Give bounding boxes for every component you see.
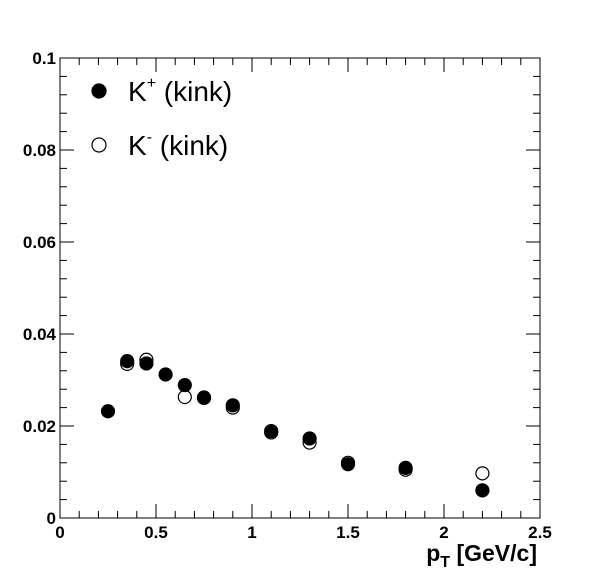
data-point-k-plus xyxy=(196,390,212,406)
legend: K+ (kink) K- (kink) xyxy=(91,75,232,161)
y-tick-label: 0.02 xyxy=(23,417,56,436)
x-tick-label: 2.5 xyxy=(528,523,552,542)
x-tick-label: 2 xyxy=(439,523,448,542)
data-points xyxy=(100,352,490,498)
y-tick-label: 0.1 xyxy=(32,49,56,68)
data-point-k-minus xyxy=(177,389,192,405)
x-tick-label: 0 xyxy=(55,523,64,542)
data-point-k-plus xyxy=(302,431,317,446)
data-point-k-plus xyxy=(340,457,356,472)
axis-ticks xyxy=(59,57,541,519)
data-point-k-plus xyxy=(475,483,490,498)
data-point-k-plus xyxy=(120,354,135,369)
data-point-k-plus xyxy=(398,460,413,475)
data-point-k-plus xyxy=(225,398,240,413)
x-axis-title: pT [GeV/c] xyxy=(426,540,537,571)
tick-labels: 0 0.5 1 1.5 2 2.5 0 0.02 0.04 0.06 0.08 0.1 xyxy=(23,49,552,542)
plot-frame xyxy=(59,57,541,519)
legend-marker-k-plus xyxy=(91,83,107,99)
y-tick-label: 0.04 xyxy=(23,325,57,344)
x-tick-label: 1 xyxy=(247,523,256,542)
y-tick-label: 0 xyxy=(47,509,56,528)
legend-marker-k-minus xyxy=(91,137,107,153)
y-tick-label: 0.06 xyxy=(23,233,56,252)
data-point-k-minus xyxy=(475,466,490,481)
data-point-k-plus xyxy=(100,404,116,419)
data-point-k-plus xyxy=(264,423,279,439)
y-tick-label: 0.08 xyxy=(23,141,56,160)
data-point-k-plus xyxy=(177,377,192,393)
legend-label-k-plus: K+ (kink) xyxy=(128,75,232,107)
data-point-k-plus xyxy=(139,356,154,371)
data-point-k-plus xyxy=(158,367,173,382)
x-tick-label: 1.5 xyxy=(336,523,360,542)
x-tick-label: 0.5 xyxy=(144,523,168,542)
legend-label-k-minus: K- (kink) xyxy=(128,129,228,161)
